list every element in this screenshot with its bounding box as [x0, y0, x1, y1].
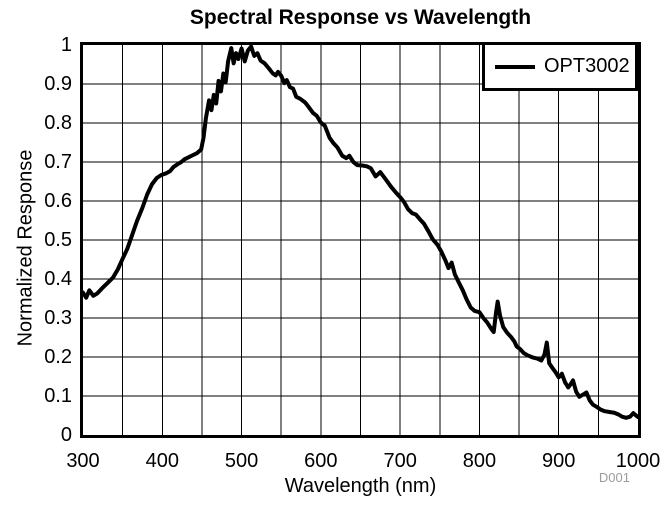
- y-tick-label: 0.8: [44, 112, 72, 134]
- legend-series-label: OPT3002: [544, 55, 630, 77]
- plot-code-watermark: D001: [598, 470, 630, 485]
- x-tick-label: 700: [383, 450, 417, 472]
- plot-svg: [83, 45, 638, 435]
- y-tick-label: 0.9: [44, 73, 72, 95]
- y-tick-label: 0.7: [44, 151, 72, 173]
- y-tick-label: 0.5: [44, 229, 72, 251]
- x-tick-label: 600: [304, 450, 338, 472]
- y-tick-label: 1: [60, 34, 72, 56]
- y-tick-label: 0.4: [44, 268, 72, 290]
- curve-opt3002: [83, 45, 638, 420]
- plot-area: [80, 42, 641, 438]
- x-axis-title: Wavelength (nm): [284, 475, 437, 497]
- y-tick-label: 0.1: [44, 385, 72, 407]
- x-tick-label: 1000: [615, 450, 661, 472]
- x-tick-label: 300: [66, 450, 100, 472]
- chart-title: Spectral Response vs Wavelength: [189, 6, 532, 29]
- x-tick-label: 900: [542, 450, 576, 472]
- x-tick-label: 500: [224, 450, 259, 472]
- legend-box: OPT3002: [482, 42, 638, 91]
- y-axis-title: Normalized Response: [14, 149, 37, 347]
- legend-line-swatch: [495, 64, 535, 69]
- x-tick-label: 800: [462, 450, 497, 472]
- y-tick-label: 0: [60, 424, 72, 446]
- x-tick-label: 400: [145, 450, 179, 472]
- y-tick-label: 0.2: [44, 346, 72, 368]
- y-tick-label: 0.6: [44, 190, 72, 212]
- y-tick-label: 0.3: [44, 307, 72, 329]
